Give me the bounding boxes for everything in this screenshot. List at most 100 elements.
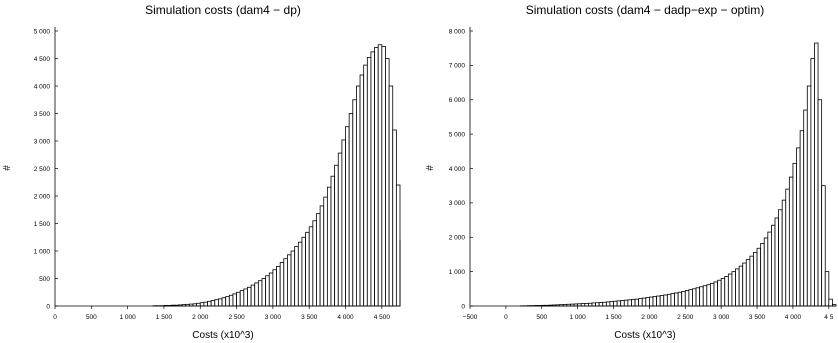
- y-tick-label: 4 500: [34, 56, 51, 63]
- bar: [785, 188, 790, 307]
- bar: [778, 209, 783, 307]
- bar: [806, 85, 812, 307]
- bar: [602, 301, 607, 307]
- bar: [677, 291, 683, 307]
- bar: [710, 282, 715, 307]
- x-tick-label: 0: [53, 314, 57, 321]
- y-tick-label: 4 000: [449, 166, 466, 173]
- bar: [631, 299, 636, 307]
- x-tick-label: 500: [536, 314, 547, 321]
- bar: [799, 130, 805, 307]
- x-tick-label: −500: [463, 314, 478, 321]
- bar: [363, 64, 368, 307]
- bar: [681, 290, 686, 307]
- bar: [250, 284, 256, 307]
- bar: [337, 152, 343, 307]
- bar: [731, 271, 736, 307]
- x-tick-label: 1 500: [605, 314, 622, 321]
- y-tick-label: 2 000: [34, 193, 51, 200]
- bar: [239, 290, 245, 307]
- bar: [348, 113, 354, 307]
- bar: [214, 299, 219, 307]
- x-tick-label: 2 000: [192, 314, 209, 321]
- bar: [392, 129, 397, 307]
- bar: [638, 298, 643, 307]
- bar: [225, 296, 230, 307]
- y-tick-label: 3 000: [34, 138, 51, 145]
- bar: [341, 139, 346, 307]
- bar: [334, 164, 339, 307]
- bar: [774, 217, 779, 307]
- bar: [377, 44, 383, 307]
- bar: [294, 246, 299, 307]
- bar: [692, 288, 697, 307]
- bar: [312, 220, 317, 307]
- bar: [356, 85, 361, 307]
- bar: [374, 47, 379, 307]
- bar: [623, 299, 629, 307]
- bar: [203, 301, 208, 307]
- y-axis-label: #: [2, 165, 13, 171]
- bar: [395, 184, 401, 307]
- x-tick-label: 3 500: [749, 314, 766, 321]
- bar: [742, 262, 747, 307]
- x-tick-label: 4 000: [785, 314, 802, 321]
- bar: [199, 302, 205, 307]
- bar: [652, 296, 657, 307]
- bar: [257, 280, 263, 307]
- bar: [763, 237, 769, 307]
- bar: [232, 293, 237, 307]
- bar: [717, 279, 722, 307]
- x-tick-label: 3 000: [265, 314, 282, 321]
- bar: [738, 265, 744, 307]
- x-tick-label: 4 500: [374, 314, 391, 321]
- bar: [319, 205, 325, 307]
- bar: [254, 282, 259, 307]
- bar: [824, 271, 830, 307]
- y-tick-label: 500: [39, 276, 50, 283]
- bar: [290, 250, 296, 307]
- bar: [243, 288, 248, 307]
- x-axis-label: Costs (x10^3): [192, 330, 253, 341]
- bar: [713, 281, 718, 307]
- bar: [613, 300, 618, 307]
- x-tick-label: 3 000: [713, 314, 730, 321]
- bar: [828, 298, 833, 307]
- bar: [279, 262, 285, 307]
- bar: [605, 301, 611, 307]
- bar: [706, 284, 711, 307]
- histogram-dam4-dadp-exp-optim: Simulation costs (dam4 − dadp−exp − opti…: [425, 3, 837, 341]
- chart-title: Simulation costs (dam4 − dadp−exp − opti…: [526, 3, 764, 17]
- x-tick-label: 500: [86, 314, 97, 321]
- bar: [591, 302, 596, 307]
- bar: [670, 293, 675, 307]
- bar: [796, 147, 801, 307]
- bar: [218, 298, 223, 307]
- bar: [247, 286, 252, 307]
- bar: [301, 236, 306, 307]
- bar: [609, 301, 614, 307]
- bar: [196, 302, 201, 307]
- bar: [724, 276, 729, 307]
- bar: [627, 299, 632, 307]
- bar: [810, 58, 815, 307]
- bar: [366, 57, 372, 307]
- x-axis-label: Costs (x10^3): [614, 330, 675, 341]
- bar: [228, 294, 234, 307]
- y-tick-label: 4 000: [34, 83, 51, 90]
- bar: [735, 268, 740, 307]
- bars: [152, 44, 401, 307]
- bar: [305, 231, 310, 307]
- bar: [265, 275, 270, 307]
- bar: [272, 269, 277, 307]
- y-tick-label: 0: [461, 303, 465, 310]
- bar: [316, 213, 321, 307]
- x-tick-label: 1 000: [570, 314, 587, 321]
- bar: [674, 292, 679, 307]
- bar: [695, 287, 701, 307]
- bar: [287, 254, 292, 307]
- bar: [659, 295, 665, 307]
- bar: [781, 199, 787, 307]
- bar: [727, 273, 733, 307]
- bar: [326, 186, 332, 307]
